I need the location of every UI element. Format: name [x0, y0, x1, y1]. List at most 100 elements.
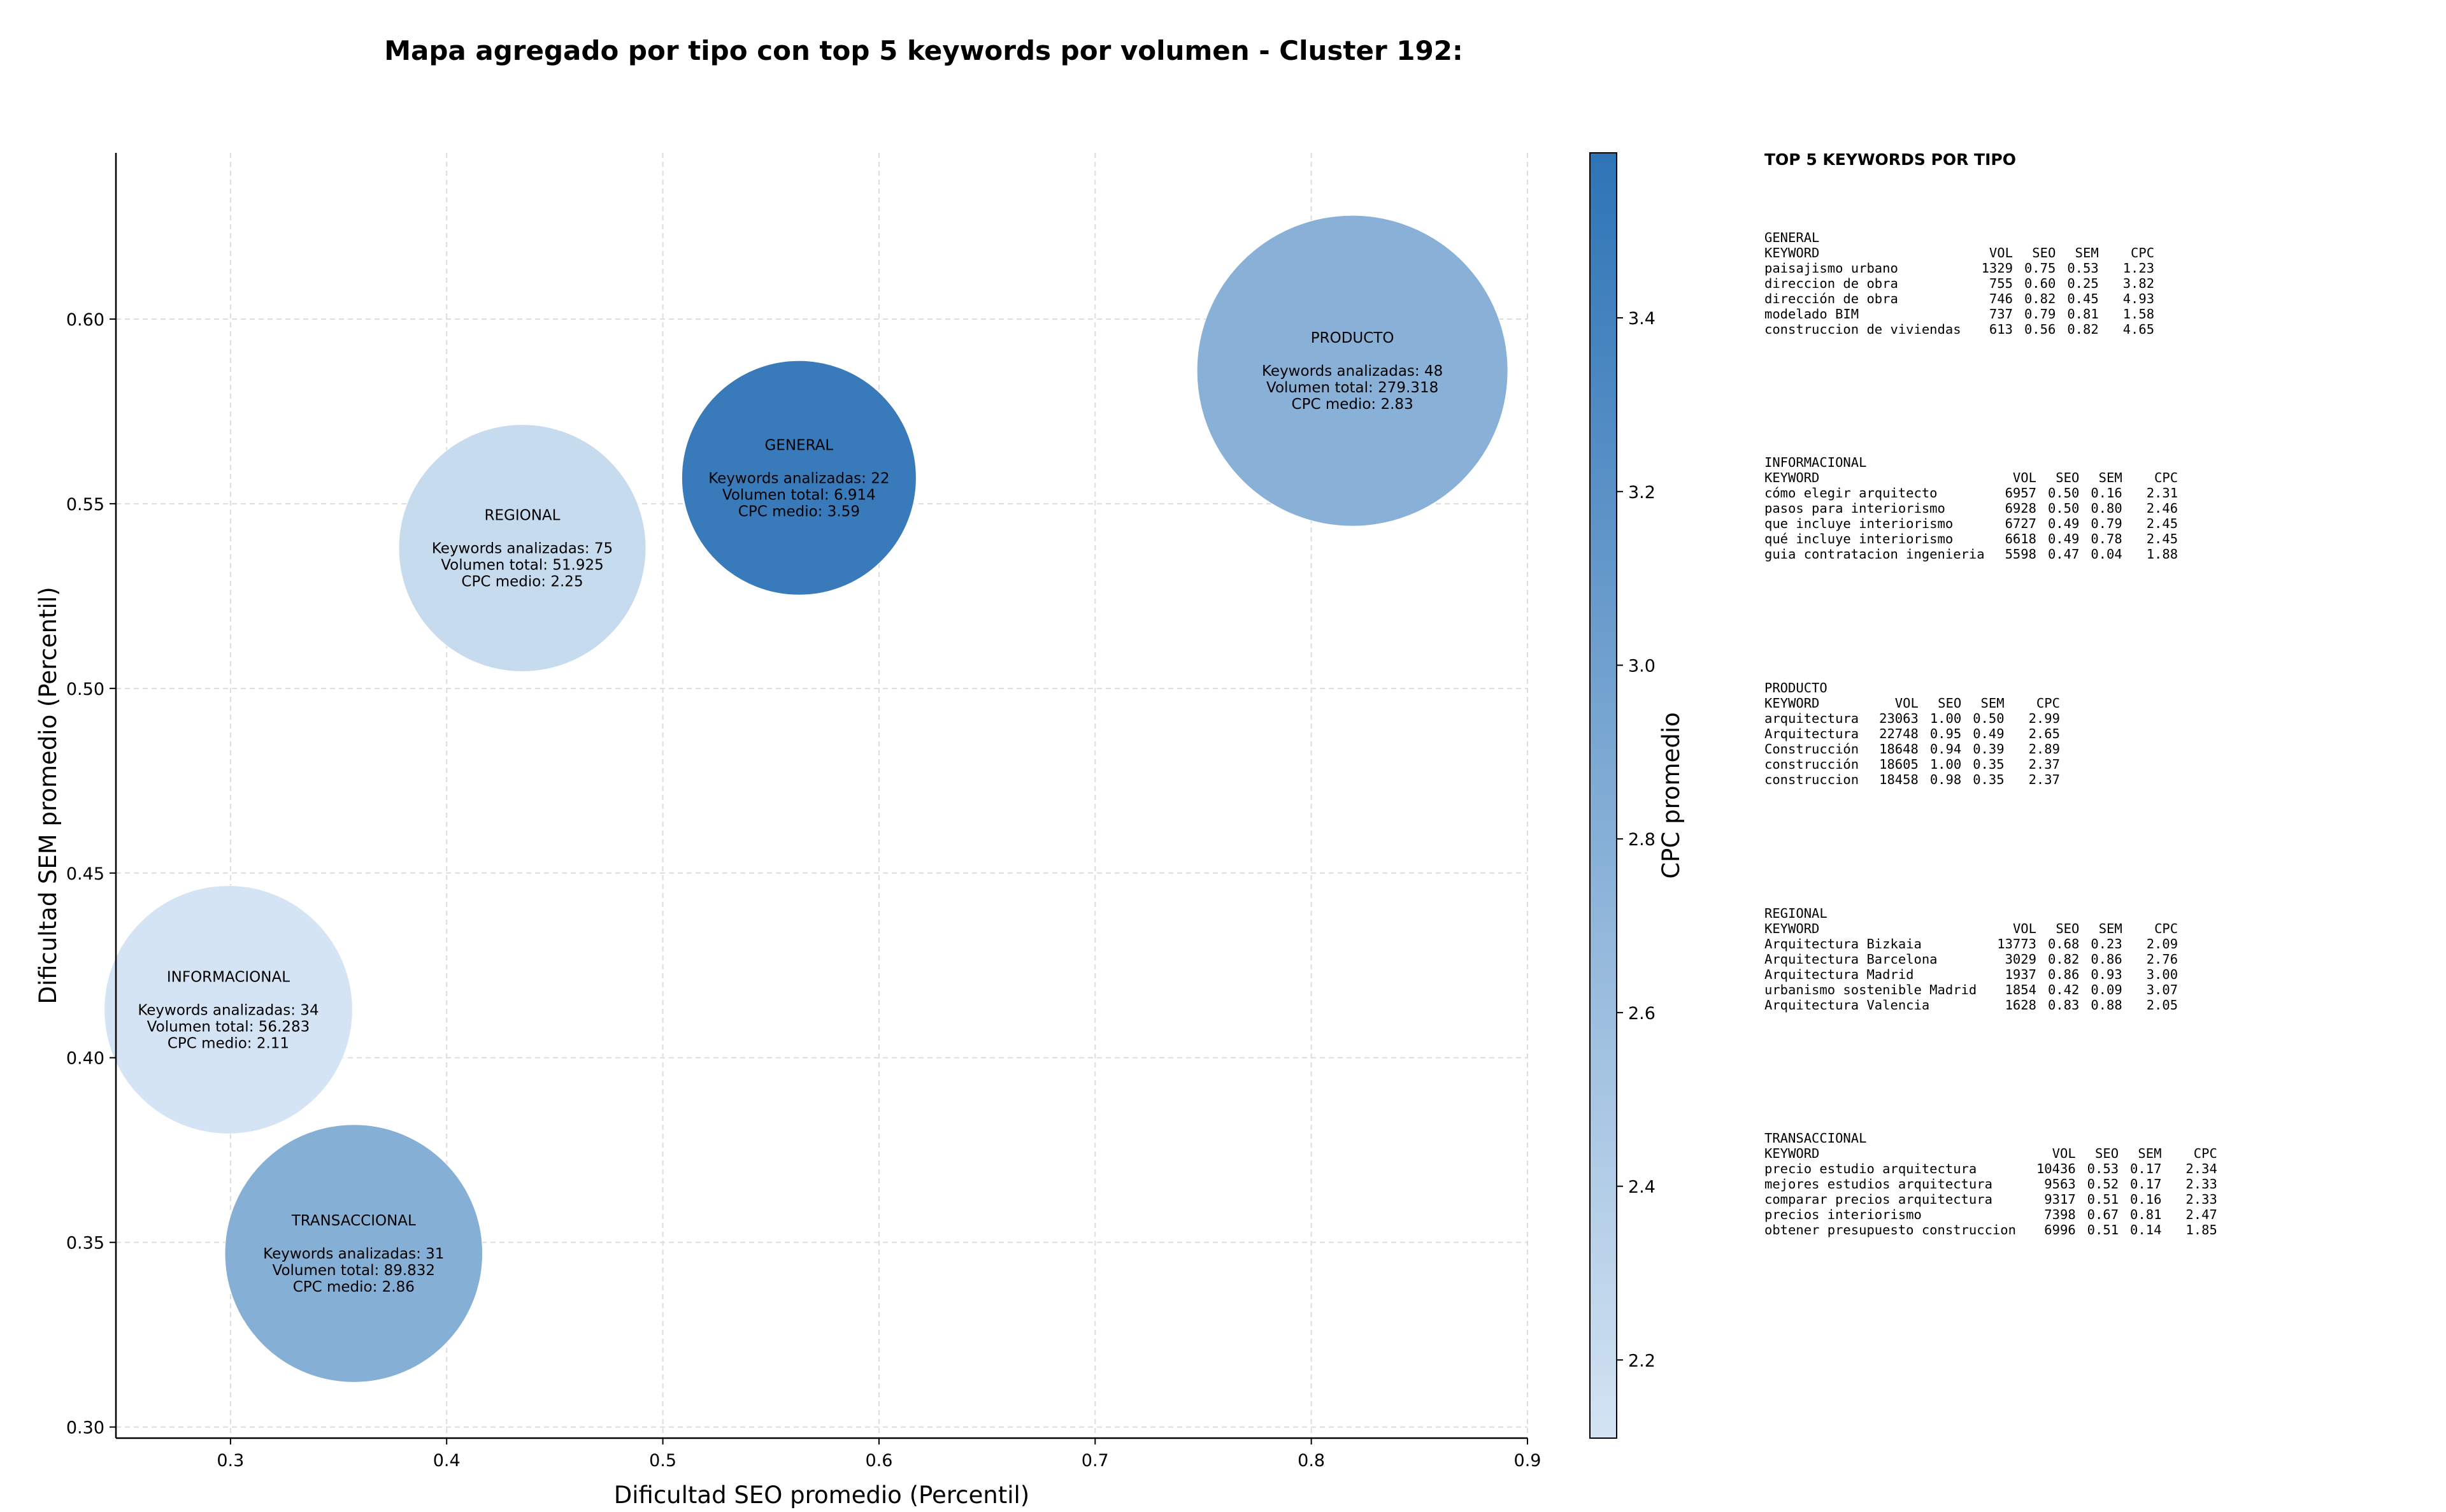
top5-column-header: CPC: [2154, 921, 2178, 936]
top5-cell: 2.65: [2028, 726, 2060, 741]
top5-cell: 6618: [2005, 531, 2036, 546]
top5-cell: 0.60: [2024, 276, 2056, 291]
top5-cell: 0.68: [2047, 936, 2080, 952]
top5-cell: 0.16: [2130, 1192, 2162, 1207]
top5-cell: 0.78: [2091, 531, 2122, 546]
top5-cell: 1329: [1981, 260, 2013, 276]
top5-cell: 0.49: [2047, 531, 2080, 546]
top5-group-name: GENERAL: [1764, 230, 1820, 245]
top5-cell: 0.17: [2130, 1161, 2162, 1176]
bubble-type-label: INFORMACIONAL: [167, 969, 290, 985]
top5-row: que incluye interiorismo 6727 0.49 0.79 2.45: [1764, 516, 2178, 531]
top5-cell: 1.00: [1929, 711, 1962, 726]
top5-cell: 0.53: [2067, 260, 2099, 276]
top5-row: precios interiorismo 7398 0.67 0.81 2.47: [1764, 1207, 2217, 1222]
top5-cell: 2.33: [2185, 1176, 2217, 1192]
top5-row: Arquitectura Bizkaia 13773 0.68 0.23 2.09: [1764, 936, 2178, 952]
top5-cell: 0.86: [2091, 952, 2122, 967]
top5-cell: 22748: [1879, 726, 1919, 741]
top5-cell: 5598: [2005, 546, 2036, 562]
bubble-volume-label: Volumen total: 51.925: [441, 557, 604, 573]
top5-cell: mejores estudios arquitectura: [1764, 1176, 1992, 1192]
colorbar-tick-label: 3.4: [1628, 309, 1656, 329]
top5-cell: 1937: [2005, 967, 2036, 982]
top5-column-header: VOL: [2012, 921, 2036, 936]
top5-cell: 0.95: [1929, 726, 1962, 741]
x-tick-label: 0.3: [217, 1451, 244, 1471]
top5-cell: 0.35: [1973, 757, 2005, 772]
top5-row: cómo elegir arquitecto 6957 0.50 0.16 2.31: [1764, 485, 2178, 501]
top5-cell: construccion: [1764, 772, 1859, 787]
top5-row: pasos para interiorismo 6928 0.50 0.80 2.46: [1764, 501, 2178, 516]
top5-row: mejores estudios arquitectura 9563 0.52 0.1…: [1764, 1176, 2217, 1192]
top5-cell: 1854: [2005, 982, 2036, 997]
top5-cell: 755: [1989, 276, 2013, 291]
top5-cell: 0.51: [2087, 1192, 2119, 1207]
top5-column-header: SEM: [2098, 921, 2122, 936]
top5-table: KEYWORD VOL SEO SEM CPC paisajismo urbano 1329…: [1764, 245, 2154, 337]
bubble-circle: [681, 360, 917, 596]
top5-column-header: SEM: [2075, 245, 2099, 260]
top5-cell: 0.86: [2047, 967, 2080, 982]
top5-column-header: CPC: [2131, 245, 2155, 260]
top5-cell: obtener presupuesto construccion: [1764, 1222, 2016, 1237]
top5-row: urbanismo sostenible Madrid 1854 0.42 0.09 3…: [1764, 982, 2178, 997]
top5-header-row: KEYWORD VOL SEO SEM CPC: [1764, 1146, 2217, 1161]
top5-group-general: GENERAL KEYWORD VOL SEO SEM CPC paisajismo urb…: [1764, 230, 2154, 337]
top5-cell: comparar precios arquitectura: [1764, 1192, 1992, 1207]
top5-row: precio estudio arquitectura 10436 0.53 0.17…: [1764, 1161, 2217, 1176]
top5-cell: 0.04: [2091, 546, 2122, 562]
top5-column-header: CPC: [2036, 695, 2060, 711]
top5-cell: Arquitectura Madrid: [1764, 967, 1914, 982]
top5-row: Arquitectura Valencia 1628 0.83 0.88 2.05: [1764, 997, 2178, 1013]
top5-cell: 3.00: [2146, 967, 2178, 982]
top5-cell: 13773: [1997, 936, 2036, 952]
top5-cell: 3029: [2005, 952, 2036, 967]
bubble-circle: [224, 1124, 483, 1383]
bubble-cpc-label: CPC medio: 3.59: [738, 503, 860, 520]
top5-row: Arquitectura Madrid 1937 0.86 0.93 3.00: [1764, 967, 2178, 982]
top5-cell: 18648: [1879, 741, 1919, 757]
top5-cell: 737: [1989, 306, 2013, 322]
top5-cell: 0.79: [2091, 516, 2122, 531]
top5-column-header: CPC: [2193, 1146, 2217, 1161]
top5-table: KEYWORD VOL SEO SEM CPC arquitectura 23063 1.00…: [1764, 695, 2060, 787]
top5-column-header: SEO: [2095, 1146, 2119, 1161]
top5-cell: 0.81: [2067, 306, 2099, 322]
top5-cell: 2.05: [2146, 997, 2178, 1013]
y-tick-label: 0.55: [66, 495, 104, 515]
top5-cell: que incluye interiorismo: [1764, 516, 1954, 531]
top5-cell: 2.99: [2028, 711, 2060, 726]
top5-row: Construcción 18648 0.94 0.39 2.89: [1764, 741, 2060, 757]
top5-cell: 746: [1989, 291, 2013, 306]
top5-header-row: KEYWORD VOL SEO SEM CPC: [1764, 470, 2178, 485]
top5-cell: 0.53: [2087, 1161, 2119, 1176]
top5-row: construcción 18605 1.00 0.35 2.37: [1764, 757, 2060, 772]
top5-cell: 0.45: [2067, 291, 2099, 306]
bubble-keywords-label: Keywords analizadas: 48: [1262, 363, 1443, 380]
colorbar-gradient: [1589, 152, 1617, 1439]
x-tick-label: 0.7: [1082, 1451, 1109, 1471]
top5-column-header: SEO: [2056, 470, 2080, 485]
bubble-cpc-label: CPC medio: 2.83: [1292, 396, 1413, 413]
top5-cell: 2.33: [2185, 1192, 2217, 1207]
top5-column-header: VOL: [2012, 470, 2036, 485]
top5-column-header: SEM: [2138, 1146, 2162, 1161]
colorbar: 2.2 2.4 2.6 2.8 3.0 3.2 3.4 CPC promedio: [1589, 152, 1685, 1439]
top5-cell: 1.58: [2122, 306, 2155, 322]
top5-cell: 3.07: [2146, 982, 2178, 997]
top5-cell: paisajismo urbano: [1764, 260, 1898, 276]
top5-header-row: KEYWORD VOL SEO SEM CPC: [1764, 695, 2060, 711]
bubble-cpc-label: CPC medio: 2.25: [461, 573, 583, 590]
top5-cell: Arquitectura Bizkaia: [1764, 936, 1922, 952]
top5-row: paisajismo urbano 1329 0.75 0.53 1.23: [1764, 260, 2154, 276]
x-tick-label: 0.9: [1514, 1451, 1541, 1471]
top5-row: construccion 18458 0.98 0.35 2.37: [1764, 772, 2060, 787]
top5-column-header: SEM: [1980, 695, 2005, 711]
top5-group-informacional: INFORMACIONAL KEYWORD VOL SEO SEM CPC cómo ele…: [1764, 455, 2178, 562]
top5-cell: construccion de viviendas: [1764, 322, 1961, 337]
top5-cell: 0.52: [2087, 1176, 2119, 1192]
y-tick-label: 0.35: [66, 1234, 104, 1253]
y-tick-label: 0.45: [66, 864, 104, 884]
